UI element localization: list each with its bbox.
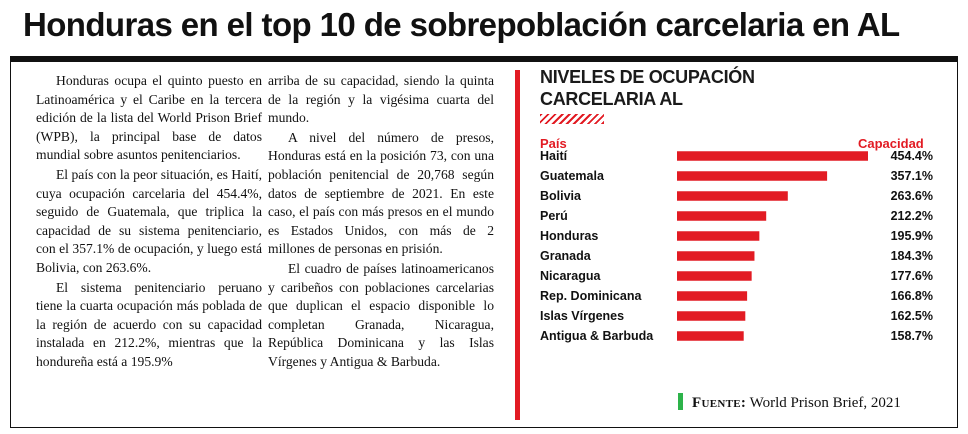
bar — [677, 271, 752, 281]
value-label: 263.6% — [891, 189, 933, 203]
paragraph: El cuadro de países latinoamericanos y c… — [268, 260, 494, 369]
bar — [677, 151, 868, 161]
bar — [677, 331, 744, 341]
bar — [677, 231, 760, 241]
country-label: Rep. Dominicana — [540, 289, 642, 303]
article-frame — [10, 62, 958, 428]
source-label: Fuente: — [692, 395, 747, 411]
source-note: Fuente: World Prison Brief, 2021 — [678, 393, 901, 412]
country-label: Nicaragua — [540, 269, 601, 283]
chart-title: NIVELES DE OCUPACIÓN CARCELARIA AL — [540, 66, 800, 110]
bar — [677, 291, 748, 301]
hatch-decoration — [540, 114, 604, 124]
value-label: 158.7% — [891, 329, 933, 343]
panel-accent-bar — [515, 70, 520, 420]
country-label: Bolivia — [540, 189, 582, 203]
bar — [677, 171, 828, 181]
value-label: 212.2% — [891, 209, 933, 223]
country-label: Granada — [540, 249, 592, 263]
country-label: Perú — [540, 209, 568, 223]
chart-title-line-2: CARCELARIA AL — [540, 89, 683, 109]
chart-title-line-1: NIVELES DE OCUPACIÓN — [540, 67, 755, 87]
source-marker — [678, 393, 683, 410]
bar — [677, 311, 746, 321]
value-label: 166.8% — [891, 289, 933, 303]
country-label: Honduras — [540, 229, 598, 243]
headline: Honduras en el top 10 de sobrepoblación … — [23, 6, 900, 43]
value-label: 177.6% — [891, 269, 933, 283]
value-label: 195.9% — [891, 229, 933, 243]
value-label: 454.4% — [891, 149, 933, 163]
bar — [677, 251, 755, 261]
country-label: Haití — [540, 149, 568, 163]
article-column-2: arriba de su capacidad, siendo la quinta… — [268, 72, 494, 373]
paragraph: El país con la peor situación, es Haití,… — [36, 166, 262, 275]
value-label: 357.1% — [891, 169, 933, 183]
headline-rule — [10, 56, 958, 62]
country-label: Antigua & Barbuda — [540, 329, 654, 343]
value-label: 162.5% — [891, 309, 933, 323]
paragraph: El sistema penitenciario peruano tiene l… — [36, 279, 262, 369]
value-label: 184.3% — [891, 249, 933, 263]
column-header-country: País — [540, 136, 567, 151]
paragraph: arriba de su capacidad, siendo la quinta… — [268, 73, 494, 126]
bar — [677, 191, 788, 201]
bar — [677, 211, 767, 221]
country-label: Guatemala — [540, 169, 605, 183]
article-column-1: Honduras ocupa el quinto puesto en Latin… — [36, 72, 262, 373]
source-text: World Prison Brief, 2021 — [749, 395, 901, 411]
country-label: Islas Vírgenes — [540, 309, 624, 323]
paragraph: Honduras ocupa el quinto puesto en Latin… — [36, 73, 262, 163]
column-header-capacity: Capacidad — [858, 136, 924, 151]
paragraph: A nivel del número de presos, Honduras e… — [268, 129, 494, 257]
